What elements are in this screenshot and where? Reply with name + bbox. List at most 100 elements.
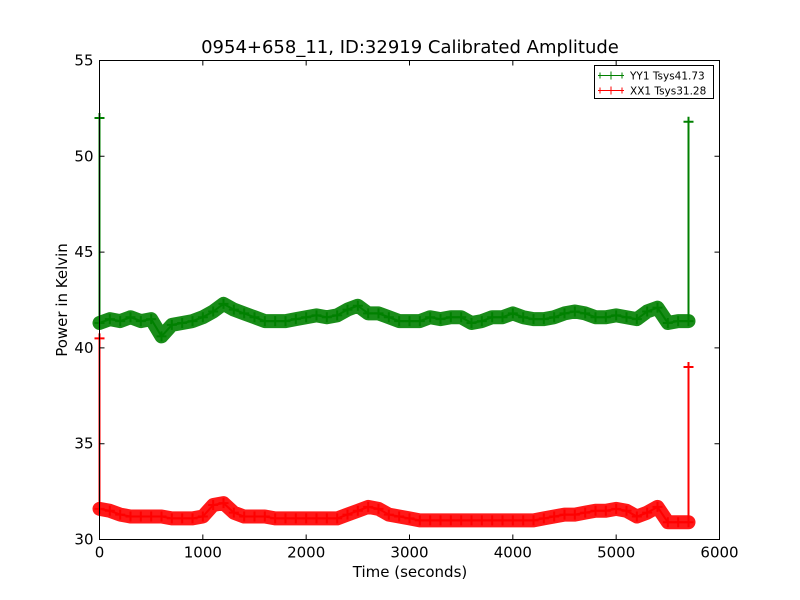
data-point (228, 507, 239, 518)
data-point (166, 513, 177, 524)
data-point (301, 312, 312, 323)
data-point (559, 308, 570, 319)
legend: YY1 Tsys41.73 XX1 Tsys31.28 (594, 65, 714, 99)
axes-frame (99, 60, 720, 540)
data-point (301, 513, 312, 524)
chart-title: 0954+658_11, ID:32919 Calibrated Amplitu… (201, 37, 619, 58)
data-point (208, 500, 219, 511)
data-point (425, 515, 436, 526)
data-point (435, 515, 446, 526)
x-tick-label: 1000 (184, 544, 222, 562)
data-point (569, 306, 580, 317)
data-point (497, 312, 508, 323)
data-point (528, 314, 539, 325)
data-point (611, 503, 622, 514)
data-point (197, 312, 208, 323)
x-tick-label: 0 (95, 544, 105, 562)
data-point (342, 304, 353, 315)
data-point (590, 505, 601, 516)
data-point (146, 511, 157, 522)
data-point (104, 505, 115, 516)
data-point (270, 513, 281, 524)
data-point (187, 513, 198, 524)
data-point (280, 513, 291, 524)
data-point (642, 306, 653, 317)
data-point (600, 505, 611, 516)
data-point (280, 316, 291, 327)
data-point (332, 310, 343, 321)
data-point (507, 308, 518, 319)
series-xx1 (92, 333, 696, 530)
legend-box (594, 65, 714, 99)
data-point (642, 507, 653, 518)
data-point (683, 362, 694, 373)
data-point (569, 509, 580, 520)
data-point (559, 509, 570, 520)
data-point (590, 312, 601, 323)
data-point (611, 310, 622, 321)
data-point (538, 314, 549, 325)
data-point (249, 312, 260, 323)
data-point (404, 513, 415, 524)
data-point (652, 501, 663, 512)
data-point (290, 314, 301, 325)
data-point (373, 308, 384, 319)
data-point (259, 511, 270, 522)
data-point (404, 316, 415, 327)
data-point (218, 498, 229, 509)
data-point (290, 513, 301, 524)
data-point (497, 515, 508, 526)
data-point (352, 300, 363, 311)
data-point (177, 317, 188, 328)
data-point (456, 515, 467, 526)
series-line (98, 338, 690, 524)
x-tick-label: 5000 (597, 544, 635, 562)
data-point (673, 517, 684, 528)
data-point (549, 312, 560, 323)
data-point (156, 511, 167, 522)
data-point (507, 515, 518, 526)
data-point (518, 312, 529, 323)
data-point (662, 317, 673, 328)
data-point (373, 503, 384, 514)
data-point (487, 312, 498, 323)
data-point (683, 517, 694, 528)
data-point (673, 316, 684, 327)
data-point (538, 513, 549, 524)
data-point (580, 308, 591, 319)
data-point (218, 298, 229, 309)
data-point (228, 304, 239, 315)
data-point (332, 513, 343, 524)
data-point (197, 511, 208, 522)
data-point (580, 507, 591, 518)
data-point (652, 302, 663, 313)
data-point (445, 515, 456, 526)
x-axis-label: Time (seconds) (352, 563, 468, 581)
data-point (549, 511, 560, 522)
data-point (239, 511, 250, 522)
data-point (528, 515, 539, 526)
data-point (383, 312, 394, 323)
legend-label: XX1 Tsys31.28 (630, 86, 706, 98)
data-point (631, 511, 642, 522)
y-tick-label: 35 (74, 435, 93, 453)
data-point (394, 511, 405, 522)
data-point (249, 511, 260, 522)
data-point (631, 314, 642, 325)
x-tick-label: 4000 (494, 544, 532, 562)
data-point (394, 316, 405, 327)
data-point (435, 314, 446, 325)
data-point (321, 312, 332, 323)
data-point (115, 316, 126, 327)
data-point (363, 501, 374, 512)
y-tick-label: 45 (74, 243, 93, 261)
data-point (208, 306, 219, 317)
data-point (466, 515, 477, 526)
data-point (414, 515, 425, 526)
data-point (115, 509, 126, 520)
x-tick-label: 6000 (700, 544, 738, 562)
data-point (383, 509, 394, 520)
data-point (166, 319, 177, 330)
